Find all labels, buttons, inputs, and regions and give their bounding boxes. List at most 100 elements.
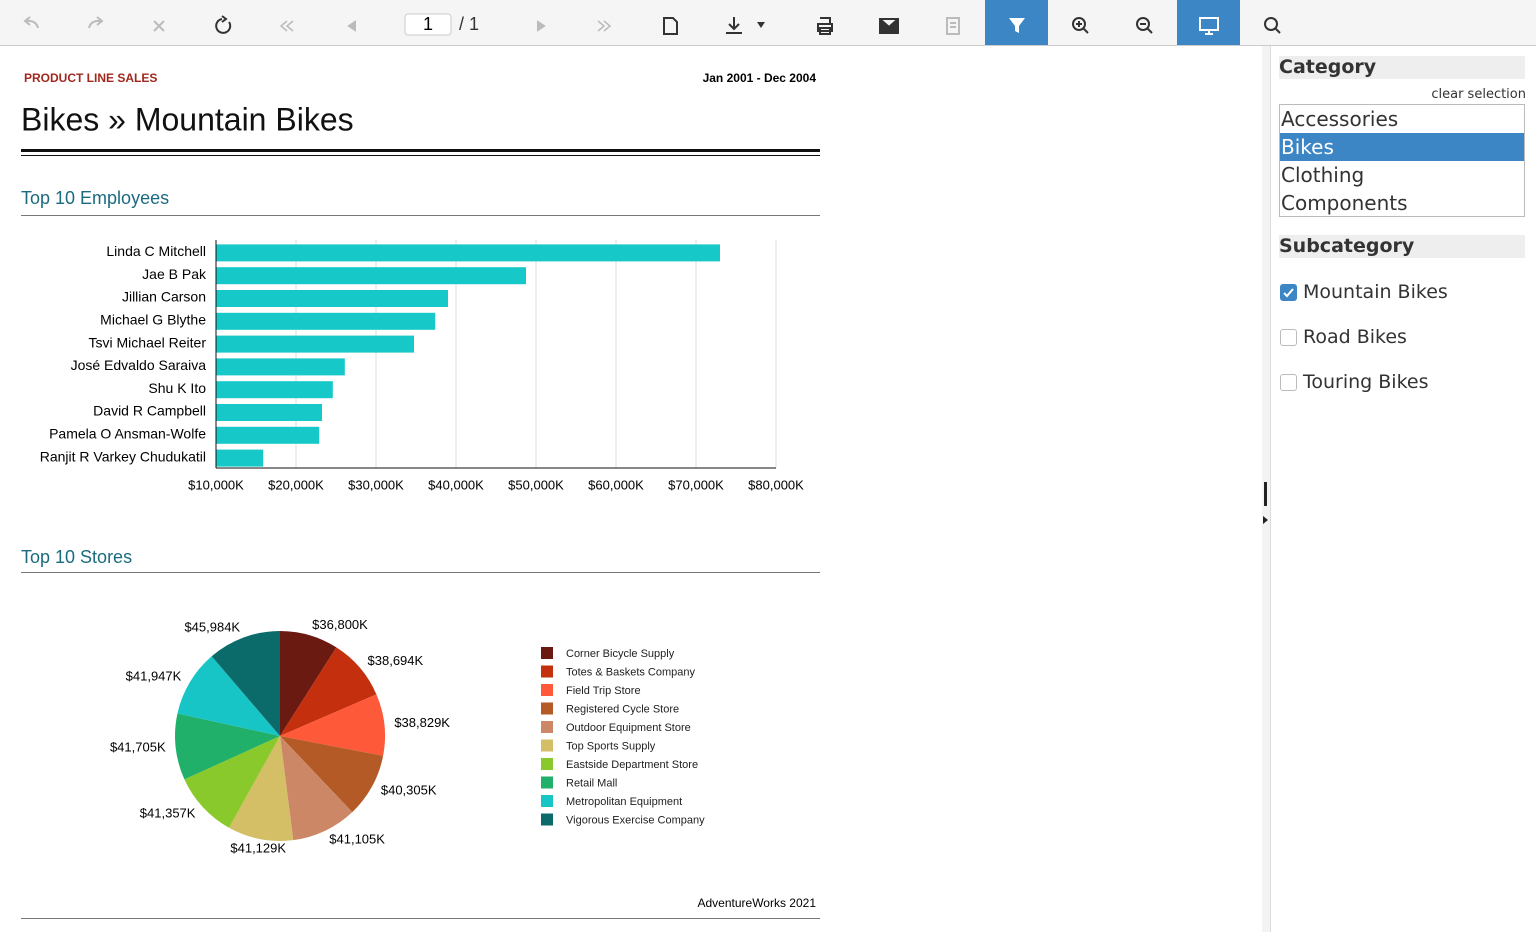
parameters-icon: [1199, 17, 1219, 35]
x-tick-label: $70,000K: [668, 477, 724, 492]
bar: [216, 426, 320, 444]
bar: [216, 290, 448, 307]
bar: [216, 404, 322, 421]
y-tick-label: Tsvi Michael Reiter: [89, 334, 207, 350]
bar: [216, 244, 720, 262]
legend-label: Eastside Department Store: [566, 759, 698, 771]
section-rule: [21, 215, 820, 216]
filter-icon: [1009, 18, 1025, 33]
y-tick-label: Michael G Blythe: [100, 312, 206, 328]
print-button[interactable]: [817, 17, 833, 35]
export-button[interactable]: [726, 17, 742, 34]
report-title: Bikes » Mountain Bikes: [21, 101, 354, 137]
pie-slice: [228, 736, 294, 841]
splitter-handle: [1264, 482, 1267, 506]
category-option[interactable]: Bikes: [1280, 133, 1524, 161]
zoom-out-button[interactable]: [1136, 17, 1150, 31]
category-option[interactable]: Components: [1281, 191, 1408, 215]
legend-label: Vigorous Exercise Company: [566, 814, 705, 826]
last-page-button[interactable]: [597, 20, 612, 32]
email-button[interactable]: [879, 18, 899, 34]
pie-slice: [280, 736, 353, 841]
legend-label: Corner Bicycle Supply: [566, 648, 675, 660]
data-label: $45,984K: [184, 620, 240, 635]
pie-slice: [280, 647, 377, 736]
data-label: $40,305K: [381, 783, 437, 798]
bar: [216, 312, 436, 330]
bar: [216, 335, 414, 353]
next-page-button[interactable]: [537, 20, 546, 32]
pie-slice: [175, 713, 280, 780]
print-layout-button[interactable]: [946, 17, 960, 35]
y-tick-label: David R Campbell: [93, 403, 206, 419]
pie-slice: [280, 631, 337, 736]
subcategory-option[interactable]: Mountain Bikes: [1280, 280, 1448, 304]
legend-label: Retail Mall: [566, 777, 617, 789]
pie-slice: [280, 694, 385, 756]
subcategory-option[interactable]: Road Bikes: [1280, 325, 1407, 349]
category-option[interactable]: Clothing: [1281, 163, 1365, 187]
subcategory-option[interactable]: Touring Bikes: [1280, 370, 1429, 394]
export-menu[interactable]: [757, 22, 765, 28]
forward-button[interactable]: [88, 16, 104, 29]
back-button[interactable]: [23, 16, 39, 29]
data-label: $41,129K: [230, 840, 286, 855]
data-label: $38,829K: [394, 715, 450, 730]
legend-swatch: [541, 647, 553, 659]
title-rule: [21, 155, 820, 156]
parameters-panel: Category clear selection Accessories Bike…: [1270, 46, 1536, 932]
checkbox[interactable]: [1280, 328, 1297, 346]
footer-rule: [21, 918, 820, 919]
page-count: / 1: [459, 14, 479, 34]
clear-selection[interactable]: clear selection: [1431, 87, 1526, 102]
legend-swatch: [541, 795, 553, 807]
refresh-button[interactable]: [215, 15, 232, 34]
x-tick-label: $30,000K: [348, 477, 404, 492]
legend-swatch: [541, 684, 553, 696]
legend-label: Totes & Baskets Company: [566, 666, 696, 678]
splitter-arrow[interactable]: [1263, 516, 1268, 524]
section-rule: [21, 572, 820, 573]
checkbox[interactable]: [1280, 283, 1297, 301]
data-label: $41,357K: [140, 805, 196, 820]
category-option[interactable]: Accessories: [1281, 107, 1399, 131]
prev-page-button[interactable]: [347, 20, 356, 32]
page-input[interactable]: [404, 13, 452, 36]
stop-button[interactable]: [153, 20, 165, 32]
data-label: $41,105K: [329, 831, 385, 846]
legend-label: Registered Cycle Store: [566, 703, 679, 715]
legend-swatch: [541, 665, 553, 678]
y-tick-label: Jillian Carson: [122, 289, 206, 305]
data-label: $36,800K: [312, 617, 368, 632]
legend-swatch: [541, 813, 553, 826]
y-tick-label: José Edvaldo Saraiva: [71, 357, 207, 373]
pie-slice: [184, 736, 280, 828]
legend-swatch: [541, 739, 553, 752]
checkbox[interactable]: [1280, 373, 1297, 391]
y-tick-label: Ranjit R Varkey Chudukatil: [40, 448, 206, 464]
data-label: $41,705K: [110, 739, 166, 754]
zoom-icons: [1072, 17, 1281, 34]
page-setup-button[interactable]: [663, 17, 678, 35]
legend-label: Outdoor Equipment Store: [566, 722, 691, 734]
bar: [216, 358, 345, 376]
bar: [216, 267, 526, 285]
category-header: Category: [1279, 56, 1525, 79]
search-button[interactable]: [1264, 17, 1278, 31]
subcategory-header: Subcategory: [1279, 235, 1525, 258]
data-label: $41,947K: [126, 668, 182, 683]
toolbar: [0, 0, 1536, 45]
bar: [216, 381, 333, 399]
x-tick-label: $40,000K: [428, 477, 484, 492]
report-footer: AdventureWorks 2021: [697, 896, 816, 910]
section-title: Top 10 Stores: [21, 547, 132, 567]
toolbar-icons: [23, 15, 960, 35]
first-page-button[interactable]: [279, 20, 294, 32]
zoom-in-button[interactable]: [1072, 17, 1086, 31]
category-list: Accessories Bikes Clothing Components: [1279, 104, 1525, 217]
legend-swatch: [541, 776, 553, 789]
pie-slice: [211, 631, 280, 736]
parameters-button[interactable]: [1177, 0, 1240, 45]
